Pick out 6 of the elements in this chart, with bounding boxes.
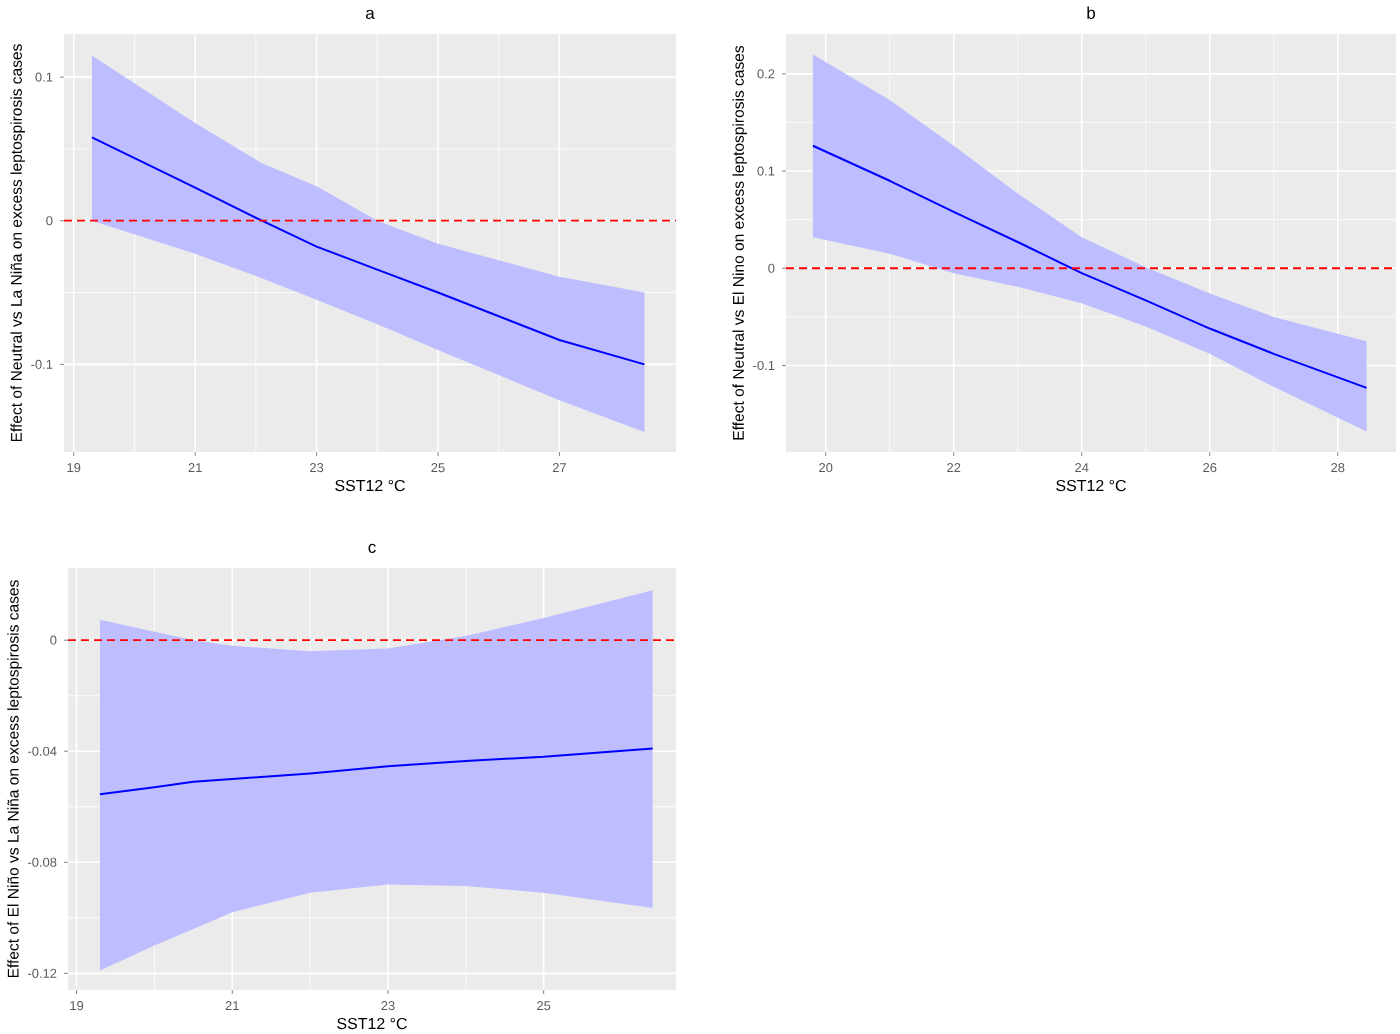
chart-title: c <box>368 543 376 553</box>
line-series <box>98 747 654 796</box>
chart-title: b <box>1087 6 1096 19</box>
chart-title: a <box>366 9 375 19</box>
line-series <box>811 144 1368 389</box>
line-series <box>90 136 646 366</box>
